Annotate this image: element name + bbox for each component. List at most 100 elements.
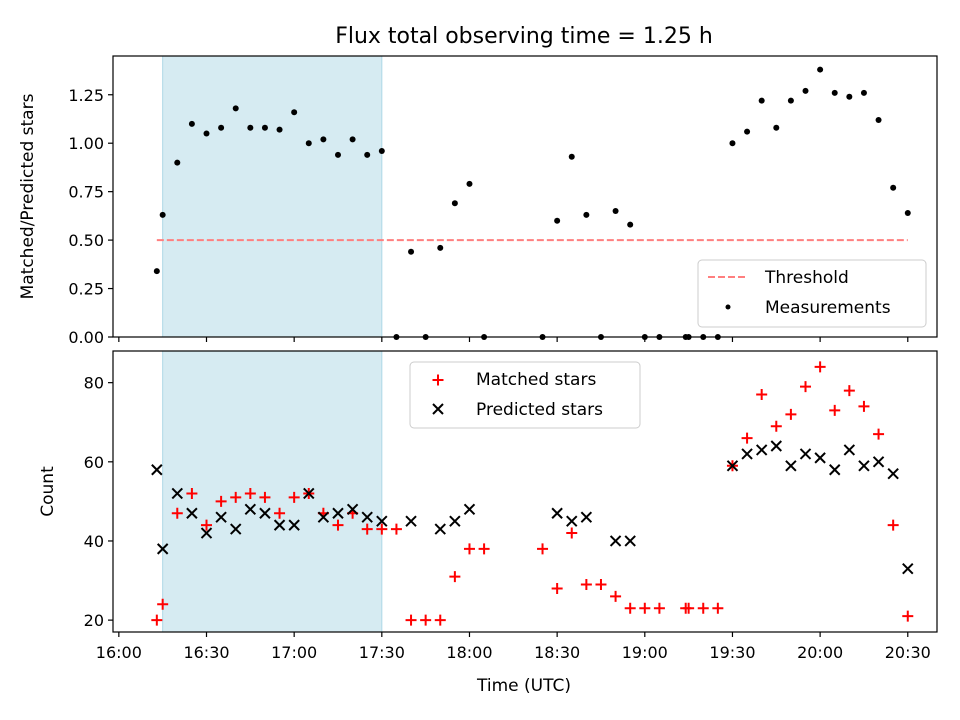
predicted-stars-point: [872, 456, 885, 468]
predicted-stars-point: [829, 464, 841, 476]
measurement-point: [291, 109, 298, 116]
predicted-stars-point: [288, 519, 300, 531]
predicted-stars-point: [405, 515, 417, 527]
matched-stars-point: [151, 614, 163, 626]
x-tick-label: 19:30: [709, 643, 755, 662]
measurement-point: [320, 136, 327, 143]
measurement-point: [276, 126, 283, 133]
matched-stars-point: [288, 491, 300, 503]
matched-stars-point: [434, 614, 446, 626]
legend-measurements-label: Measurements: [765, 298, 891, 318]
legend-threshold-label: Threshold: [764, 268, 849, 288]
predicted-stars-point: [230, 523, 242, 535]
measurement-point: [451, 200, 458, 207]
matched-stars-point: [405, 614, 417, 626]
predicted-stars-point: [346, 503, 359, 516]
measurement-point: [261, 124, 268, 131]
x-tick-label: 19:00: [622, 643, 668, 662]
legend-predicted-swatch: [432, 403, 444, 415]
matched-stars-point: [157, 598, 169, 610]
x-tick-label: 16:30: [183, 643, 229, 662]
measurement-point: [305, 140, 312, 147]
predicted-stars-point: [624, 535, 636, 547]
measurement-point: [364, 151, 371, 158]
measurement-point: [860, 89, 867, 96]
measurement-point: [904, 209, 911, 216]
measurement-point: [437, 244, 444, 251]
matched-stars-point: [390, 523, 402, 535]
bottom-axes: 20 40 60 80 16:00 16:30 17:00 17:30 18:00 18:30 19…: [38, 350, 938, 662]
measurement-point: [627, 221, 634, 228]
predicted-stars-point: [463, 503, 476, 516]
predicted-stars-point: [741, 448, 753, 460]
matched-stars-point: [274, 507, 286, 519]
matched-stars-point: [829, 404, 841, 416]
x-tick-label: 20:00: [797, 643, 843, 662]
predicted-stars-point: [186, 507, 198, 519]
matched-stars-point: [873, 428, 885, 440]
predicted-stars-point: [151, 464, 163, 476]
x-tick-label: 16:00: [96, 643, 142, 662]
y-axis-label: Count: [38, 466, 58, 517]
matched-stars-point: [610, 590, 622, 602]
y-tick-label: 0.75: [68, 183, 104, 202]
predicted-stars-point: [332, 507, 344, 519]
measurement-point: [831, 89, 838, 96]
matched-stars-point: [902, 610, 914, 622]
measurement-point: [890, 184, 897, 191]
predicted-stars-point: [361, 511, 373, 523]
measurement-point: [334, 151, 341, 158]
measurement-point: [218, 124, 225, 131]
x-axis-label: Time (UTC): [476, 676, 571, 696]
y-tick-label: 60: [84, 453, 104, 472]
measurement-point: [612, 208, 619, 215]
legend-matched-label: Matched stars: [476, 370, 596, 390]
matched-stars-point: [756, 389, 768, 401]
predicted-stars-point: [259, 507, 271, 519]
axes-frame: [112, 55, 938, 338]
predicted-stars-point: [770, 440, 782, 452]
matched-stars-point: [770, 420, 782, 432]
shaded-region: [162, 350, 383, 633]
y-tick-label: 1.00: [68, 134, 104, 153]
matched-stars-point: [551, 582, 563, 594]
matched-stars-point: [712, 602, 724, 614]
matched-stars-point: [800, 381, 812, 393]
predicted-stars-point: [609, 535, 622, 547]
predicted-stars-point: [858, 460, 870, 472]
matched-stars-point: [215, 495, 227, 507]
y-tick-label: 0.50: [68, 231, 104, 250]
matched-stars-point: [230, 491, 242, 503]
measurement-point: [349, 136, 356, 143]
top-axes: 0.00 0.25 0.50 0.75 1.00 1.25 Matched/Predicte…: [18, 55, 938, 347]
predicted-stars-point: [785, 460, 797, 472]
axes-frame: [112, 350, 938, 633]
measurement-point: [554, 217, 561, 224]
measurement-point: [729, 140, 736, 147]
matched-stars-point: [259, 491, 271, 503]
predicted-stars-point: [755, 444, 768, 456]
matched-stars-point: [420, 614, 432, 626]
y-tick-label: 20: [84, 611, 104, 630]
matched-stars-point: [683, 602, 695, 614]
matched-stars-point: [624, 602, 636, 614]
predicted-stars-point: [843, 444, 856, 456]
matched-stars-point: [843, 385, 855, 397]
predicted-stars-point: [273, 519, 286, 531]
predicted-stars-point: [200, 527, 213, 539]
measurement-point: [773, 124, 780, 131]
measurement-point: [203, 130, 210, 137]
legend-box: [697, 259, 927, 328]
y-tick-label: 80: [84, 374, 104, 393]
measurement-point: [153, 268, 160, 275]
predicted-stars-point: [317, 511, 330, 523]
measurement-point: [174, 159, 181, 166]
predicted-stars-point: [887, 467, 899, 480]
measurement-point: [817, 66, 824, 73]
predicted-stars-point: [303, 487, 315, 500]
matched-stars-point: [639, 602, 651, 614]
matched-stars-point: [201, 519, 213, 531]
measurement-point: [378, 147, 385, 154]
x-tick-label: 18:30: [534, 643, 580, 662]
